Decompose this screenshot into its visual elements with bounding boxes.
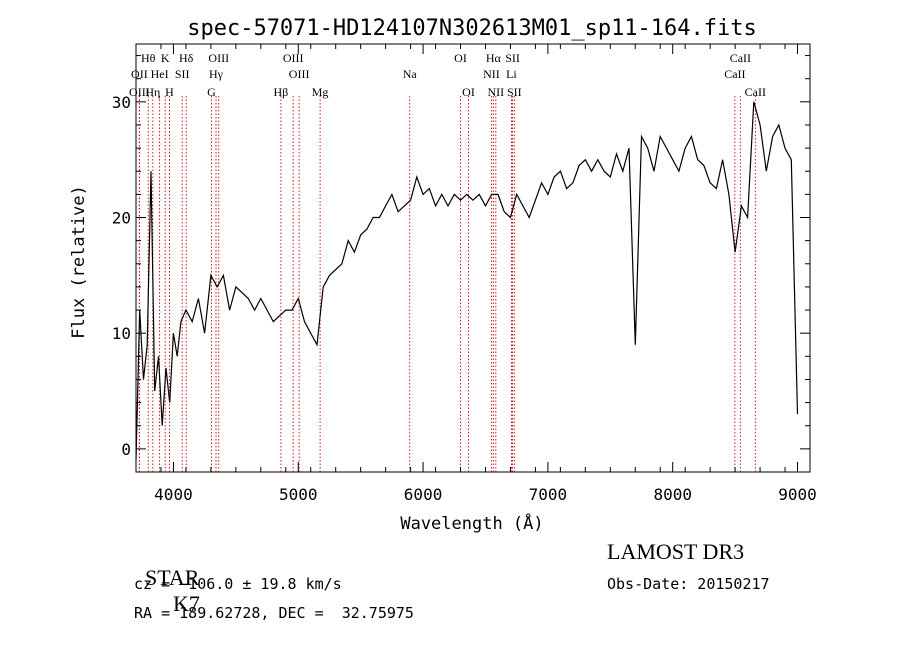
line-label: Hθ: [141, 51, 156, 65]
x-axis-label: Wavelength (Å): [400, 512, 543, 534]
line-label: OIII: [129, 85, 150, 99]
survey-name: LAMOST DR3: [607, 539, 745, 564]
line-label: Hα: [486, 51, 502, 65]
line-label: Mg: [312, 85, 329, 99]
line-label: Na: [403, 67, 418, 81]
x-tick-label: 6000: [404, 485, 443, 504]
line-label: OIII: [283, 51, 304, 65]
class-label: STAR: [145, 565, 200, 590]
y-tick-label: 30: [112, 93, 131, 112]
y-tick-label: 0: [121, 440, 131, 459]
line-label: OI: [462, 85, 475, 99]
spectrum-line: [135, 101, 799, 461]
line-label: H: [165, 85, 174, 99]
line-label: Hγ: [209, 67, 224, 81]
spectrum-trace: [135, 101, 799, 461]
chart-title: spec-57071-HD124107N302613M01_sp11-164.f…: [187, 16, 757, 41]
line-label: OIII: [208, 51, 229, 65]
line-label: CaII: [724, 67, 745, 81]
line-label: CaII: [745, 85, 766, 99]
line-label: OII: [131, 67, 148, 81]
line-label: K: [161, 51, 170, 65]
x-tick-label: 5000: [279, 485, 318, 504]
redshift-velocity: cz = −106.0 ± 19.8 km/s: [134, 575, 342, 593]
line-label: Hδ: [179, 51, 194, 65]
line-label: CaII: [730, 51, 751, 65]
axis-ticks: 4000 5000 6000 7000 8000 9000 0 10 20 30: [112, 44, 817, 504]
line-label: OIII: [289, 67, 310, 81]
line-label: OI: [454, 51, 467, 65]
line-label: Li: [506, 67, 517, 81]
line-label: HeI: [151, 67, 169, 81]
x-tick-label: 4000: [154, 485, 193, 504]
y-axis-label: Flux (relative): [69, 185, 89, 339]
line-label: Hη: [145, 85, 160, 99]
line-label: SII: [175, 67, 190, 81]
coordinates: RA = 189.62728, DEC = 32.75975: [134, 604, 414, 622]
line-label: SII: [507, 85, 522, 99]
x-tick-label: 9000: [778, 485, 817, 504]
plot-frame: [135, 43, 811, 473]
line-label: NII: [488, 85, 505, 99]
y-tick-label: 10: [112, 324, 131, 343]
x-tick-label: 8000: [653, 485, 692, 504]
line-label: NII: [483, 67, 500, 81]
object-class: STAR K7: [134, 539, 200, 617]
line-label: G: [207, 85, 216, 99]
observation-date: Obs-Date: 20150217: [607, 575, 770, 593]
line-label: SII: [505, 51, 520, 65]
line-label: Hβ: [274, 85, 289, 99]
subclass-label: K7: [173, 591, 200, 616]
x-tick-label: 7000: [529, 485, 568, 504]
plot-area: [135, 43, 811, 473]
spectral-line-markers: [138, 96, 756, 472]
y-tick-label: 20: [112, 209, 131, 228]
